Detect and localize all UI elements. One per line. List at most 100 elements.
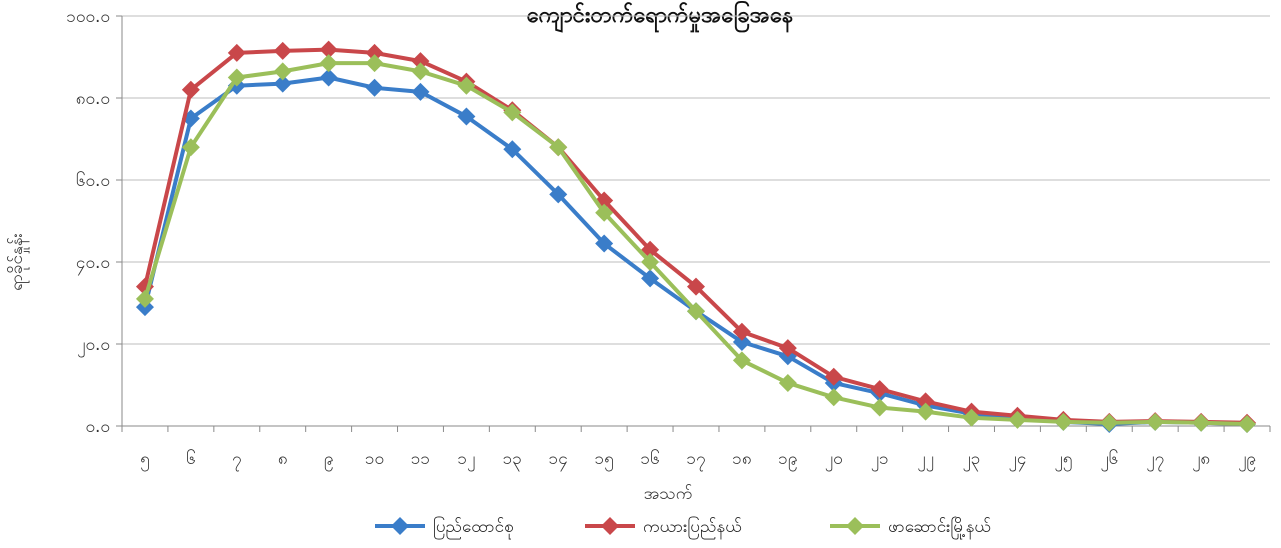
x-tick-label: ၁၉ bbox=[778, 449, 797, 472]
data-point bbox=[135, 289, 154, 308]
data-point bbox=[732, 351, 751, 370]
data-point bbox=[411, 52, 430, 71]
data-point bbox=[641, 269, 660, 288]
y-tick-label: ၆၀.၀ bbox=[76, 170, 110, 191]
data-point bbox=[273, 41, 292, 60]
x-tick-label: ၁၇ bbox=[686, 449, 705, 472]
legend-swatch-marker bbox=[601, 517, 619, 535]
series-line bbox=[143, 75, 1248, 426]
x-tick-label: ၂၀ bbox=[825, 449, 843, 472]
y-tick-label: ၂၀.၀ bbox=[77, 335, 110, 358]
data-point bbox=[595, 203, 614, 222]
gridlines bbox=[122, 15, 1270, 345]
legend-label: ပြည်ထောင်စု bbox=[433, 515, 514, 540]
x-tick-label: ၈ bbox=[278, 449, 288, 469]
x-tick-label: ၁၅ bbox=[595, 449, 614, 472]
data-point bbox=[411, 82, 430, 101]
x-axis-label: အသက် bbox=[644, 484, 693, 504]
data-point bbox=[641, 253, 660, 271]
data-point bbox=[411, 62, 430, 81]
series-3 bbox=[135, 54, 1257, 433]
series-2 bbox=[135, 40, 1257, 432]
series-1 bbox=[135, 68, 1257, 433]
data-point bbox=[319, 68, 338, 87]
data-point bbox=[273, 62, 292, 81]
data-point bbox=[227, 43, 246, 62]
data-point bbox=[365, 78, 384, 97]
y-tick-label: ၁၀၀.၀ bbox=[66, 7, 110, 27]
data-point bbox=[457, 76, 476, 95]
data-point bbox=[181, 80, 200, 99]
x-tick-label: ၇ bbox=[232, 449, 242, 472]
data-point bbox=[916, 392, 935, 411]
x-tick-label: ၂၉ bbox=[1238, 449, 1256, 472]
data-point bbox=[227, 68, 246, 87]
y-tick-label: ၈၀.၀ bbox=[76, 89, 110, 109]
x-tick-label: ၁၄ bbox=[549, 449, 568, 472]
data-point bbox=[1008, 410, 1027, 429]
series-line bbox=[143, 47, 1248, 425]
data-point bbox=[319, 40, 338, 59]
data-point bbox=[457, 107, 476, 126]
legend: ပြည်ထောင်စု ကယားပြည်နယ် ဖာဆောင်းမြို့နယ် bbox=[375, 515, 991, 540]
legend-item: ဖာဆောင်းမြို့နယ် bbox=[830, 515, 991, 540]
data-point bbox=[732, 332, 751, 351]
x-tick-label: ၂၄ bbox=[1008, 449, 1026, 472]
x-tick-label: ၂၂ bbox=[917, 449, 934, 472]
data-point bbox=[778, 373, 797, 392]
data-point bbox=[549, 185, 568, 204]
data-point bbox=[778, 339, 797, 358]
data-point bbox=[365, 43, 384, 62]
x-tick-label: ၆ bbox=[186, 448, 196, 469]
x-tick-label: ၂၈ bbox=[1192, 449, 1210, 472]
legend-item: ကယားပြည်နယ် bbox=[585, 515, 742, 540]
x-tick-label: ၉ bbox=[324, 449, 334, 472]
x-tick-label: ၁၁ bbox=[411, 449, 430, 469]
legend-label: ကယားပြည်နယ် bbox=[643, 515, 742, 540]
x-tick-label: ၂၁ bbox=[871, 449, 889, 472]
x-tick-label: ၂၆ bbox=[1100, 448, 1118, 472]
x-tick-label: ၁၃ bbox=[503, 449, 522, 472]
data-point bbox=[687, 277, 705, 296]
legend-label: ဖာဆောင်းမြို့နယ် bbox=[888, 515, 991, 540]
data-point bbox=[503, 140, 522, 159]
x-tick-label: ၁၆ bbox=[641, 448, 660, 469]
x-tick-label: ၁၀ bbox=[365, 449, 384, 469]
data-point bbox=[549, 138, 568, 157]
legend-swatch-marker bbox=[846, 517, 864, 535]
series-line bbox=[143, 61, 1248, 426]
data-point bbox=[870, 398, 889, 417]
series-group bbox=[135, 40, 1257, 433]
axes: ၀.၀ ၂၀.၀ ၄၀.၀ ၆၀.၀ ၈၀.၀ ၁၀၀.၀၅ ၆ ၇ ၈ ၉ ၁၀ ၁၁ ၁၂ ၁၃ ၁၄ ၁… bbox=[66, 7, 1271, 472]
x-tick-label: ၁၈ bbox=[732, 449, 751, 469]
legend-item: ပြည်ထောင်စု bbox=[375, 515, 514, 540]
data-point bbox=[1238, 414, 1257, 433]
data-point bbox=[1146, 412, 1165, 431]
x-tick-label: ၁၂ bbox=[457, 449, 475, 472]
data-point bbox=[824, 367, 843, 386]
x-tick-label: ၂၅ bbox=[1054, 449, 1072, 472]
data-point bbox=[824, 388, 843, 407]
x-tick-label: ၂၇ bbox=[1146, 449, 1164, 472]
data-point bbox=[319, 54, 338, 73]
data-point bbox=[870, 380, 889, 399]
data-point bbox=[365, 54, 384, 73]
data-point bbox=[1100, 413, 1119, 432]
data-point bbox=[181, 138, 200, 157]
y-tick-label: ၄၀.၀ bbox=[76, 253, 110, 276]
data-point bbox=[687, 302, 705, 321]
data-point bbox=[595, 234, 614, 253]
x-tick-label: ၂၃ bbox=[963, 449, 981, 472]
y-axis-label: ရာခိုင်နှုန်း bbox=[7, 233, 30, 291]
data-point bbox=[916, 402, 935, 421]
data-point bbox=[503, 103, 522, 122]
data-point bbox=[732, 322, 751, 341]
data-point bbox=[1192, 413, 1211, 432]
data-point bbox=[1054, 412, 1073, 431]
data-point bbox=[273, 74, 292, 93]
data-point bbox=[962, 408, 981, 427]
legend-swatch-marker bbox=[391, 517, 409, 535]
y-tick-label: ၀.၀ bbox=[85, 417, 110, 437]
